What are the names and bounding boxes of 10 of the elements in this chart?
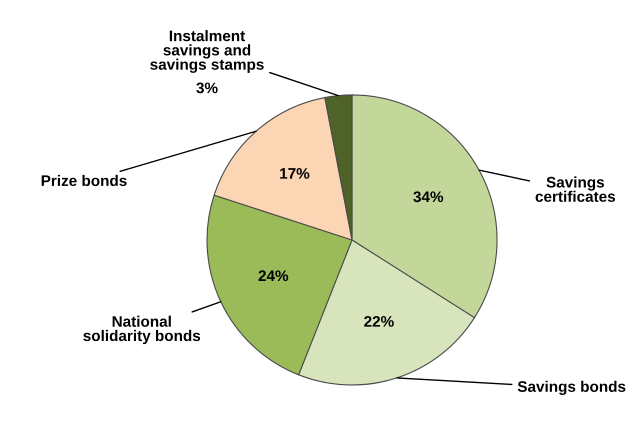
data-label: 34%	[413, 191, 444, 202]
slice-label: Instalment savings and savings stamps	[150, 30, 264, 73]
data-label: 17%	[280, 168, 310, 179]
data-label: 3%	[196, 82, 218, 94]
data-label: 24%	[258, 270, 288, 282]
data-label: 22%	[364, 316, 394, 327]
slice-label: Savings certificates	[536, 176, 616, 202]
slice-label: Prize bonds	[42, 174, 127, 186]
slice-label: Savings bonds	[518, 380, 626, 396]
slice-label: National solidarity bonds	[83, 316, 200, 344]
